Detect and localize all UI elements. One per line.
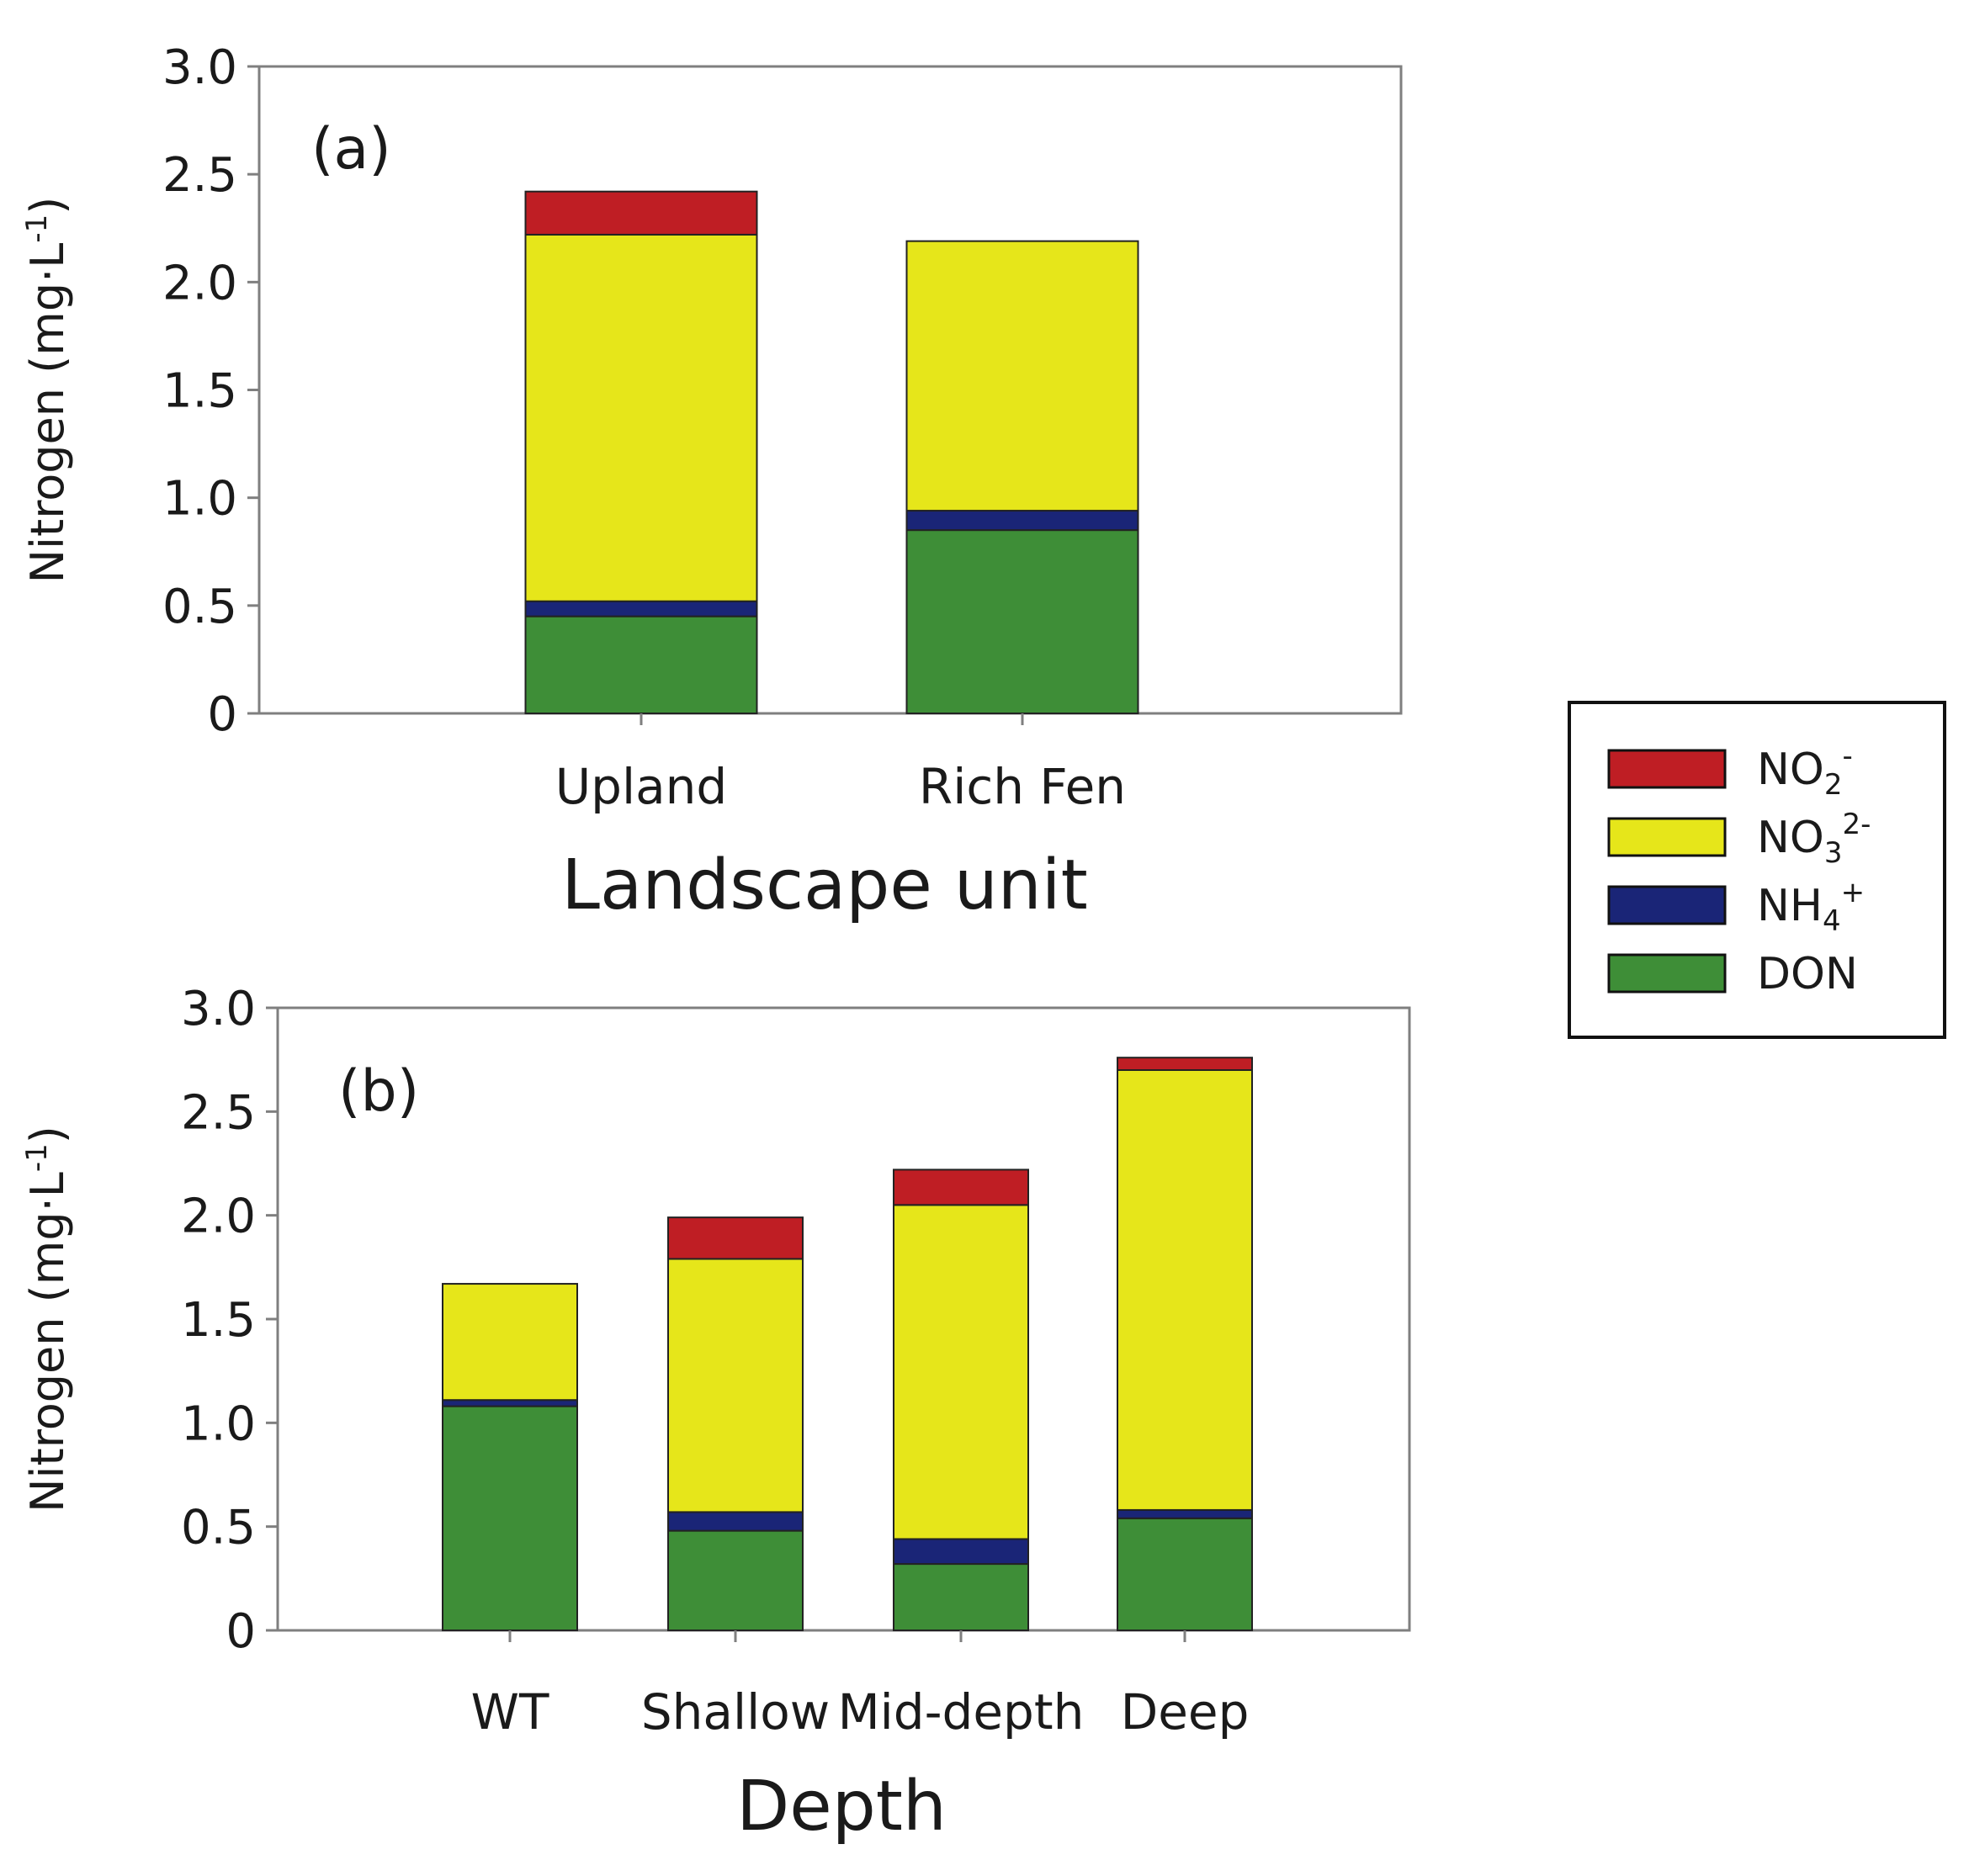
panel-a: 0 0.5 1.0 1.5 2.0 2.5 3.0 Upland Rich Fen (a) Land…	[20, 40, 1403, 925]
y-axis-label-sup: -1	[20, 1143, 54, 1172]
legend-label-base: DON	[1757, 949, 1858, 999]
x-tick-label: Mid-depth	[838, 1683, 1085, 1741]
x-tick-label: Deep	[1121, 1683, 1250, 1741]
x-tick-label: Shallow	[641, 1683, 830, 1741]
legend-label-base: NH	[1757, 881, 1823, 931]
legend-label-sub: 4	[1823, 904, 1841, 938]
bar-segment-nh4	[1117, 1508, 1253, 1519]
legend-label-sup: 2-	[1842, 808, 1871, 841]
bar-segment-don	[905, 529, 1139, 714]
legend-swatch-nh4	[1607, 885, 1727, 925]
bar-segment-nh4	[442, 1399, 578, 1407]
bar-segment-nh4	[905, 510, 1139, 532]
x-axis-label: Depth	[736, 1767, 947, 1847]
x-tick-label: WT	[471, 1683, 549, 1741]
legend-label-base: NO	[1757, 813, 1824, 863]
bar-segment-no2	[1117, 1057, 1253, 1071]
y-tick-label: 2.5	[181, 1085, 256, 1140]
legend-label-no3: NO32-	[1757, 808, 1871, 870]
panel-b: 0 0.5 1.0 1.5 2.0 2.5 3.0 WT Shallow Mid-depth Dee…	[20, 982, 1411, 1847]
x-tick-label: Upland	[555, 758, 728, 815]
panel-label: (b)	[338, 1058, 419, 1125]
legend-label-sub: 3	[1824, 836, 1843, 870]
panel-label: (a)	[311, 116, 391, 183]
legend: NO2-NO32-NH4+DON	[1568, 701, 1946, 1039]
bar-segment-no2	[893, 1169, 1029, 1206]
bar-segment-nh4	[893, 1538, 1029, 1566]
y-axis-label-close: )	[21, 197, 74, 215]
legend-label-sub: 2	[1824, 768, 1843, 802]
y-tick-label: 1.0	[162, 472, 237, 527]
legend-label-no2: NO2-	[1757, 739, 1853, 802]
legend-label-sup: +	[1841, 876, 1866, 909]
y-tick-label: 1.5	[162, 364, 237, 419]
y-tick-label: 0	[207, 687, 237, 742]
bar-segment-no3	[1117, 1069, 1253, 1511]
y-axis-label-main: Nitrogen (mg·L	[21, 1172, 74, 1513]
y-tick-label: 1.0	[181, 1396, 256, 1451]
bar-segment-nh4	[667, 1511, 804, 1532]
bar-segment-no2	[667, 1216, 804, 1260]
y-tick-label: 2.0	[181, 1190, 256, 1244]
bar-segment-don	[893, 1563, 1029, 1631]
bar-segment-no3	[667, 1258, 804, 1513]
x-axis-label: Landscape unit	[561, 845, 1087, 925]
x-tick-label: Rich Fen	[919, 758, 1126, 815]
y-tick-label: 1.5	[181, 1293, 256, 1348]
y-tick-label: 3.0	[162, 40, 237, 95]
legend-label-sup: -	[1842, 739, 1852, 773]
y-tick-label: 0	[226, 1604, 256, 1659]
legend-label-base: NO	[1757, 745, 1824, 795]
bar-segment-don	[1117, 1517, 1253, 1632]
y-axis-label-main: Nitrogen (mg·L	[21, 243, 74, 584]
bar-segment-no3	[905, 240, 1139, 512]
legend-swatch-don	[1607, 953, 1727, 994]
bar-segment-don	[442, 1405, 578, 1631]
bar-segment-nh4	[524, 600, 758, 617]
y-tick-label: 0.5	[181, 1501, 256, 1555]
bar-segment-no3	[524, 233, 758, 602]
legend-swatch-no2	[1607, 749, 1727, 789]
y-axis-label: Nitrogen (mg·L-1)	[20, 1126, 74, 1513]
y-axis-label-close: )	[21, 1126, 74, 1143]
bar-segment-no3	[442, 1283, 578, 1402]
bar-segment-no3	[893, 1204, 1029, 1540]
bar-segment-don	[667, 1529, 804, 1631]
y-tick-label: 0.5	[162, 580, 237, 634]
legend-label-nh4: NH4+	[1757, 876, 1865, 938]
plot-area	[257, 65, 1403, 715]
y-axis-label-sup: -1	[20, 215, 54, 243]
bar-segment-no2	[524, 190, 758, 236]
legend-label-don: DON	[1757, 949, 1858, 999]
y-tick-label: 2.5	[162, 148, 237, 203]
bar-segment-don	[524, 615, 758, 715]
y-tick-label: 2.0	[162, 256, 237, 310]
y-tick-label: 3.0	[181, 982, 256, 1036]
legend-swatch-no3	[1607, 817, 1727, 857]
y-axis-label: Nitrogen (mg·L-1)	[20, 197, 74, 584]
